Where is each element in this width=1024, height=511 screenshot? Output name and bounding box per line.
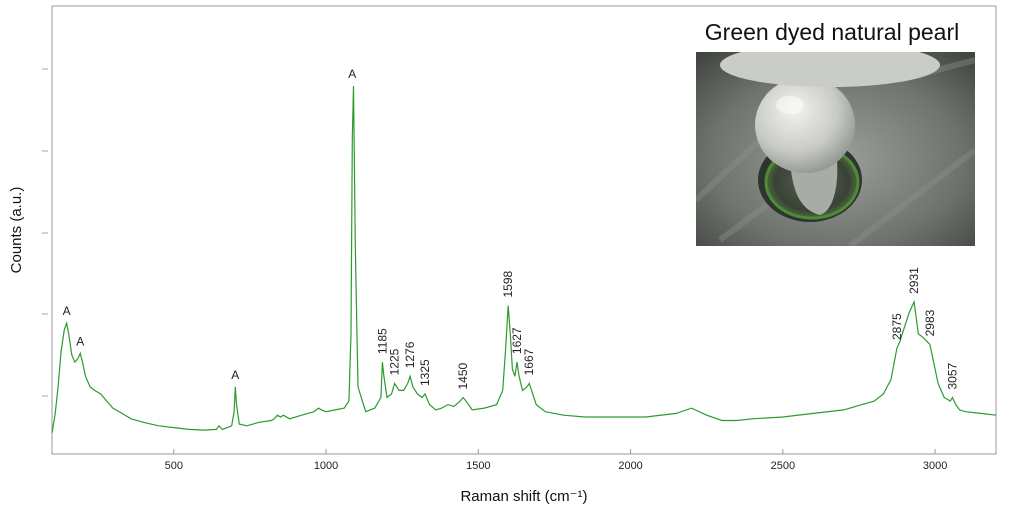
x-tick-label: 1500: [466, 460, 490, 472]
x-axis-label: Raman shift (cm⁻¹): [460, 488, 587, 505]
plot-frame: [51, 5, 997, 455]
peak-label: 3057: [946, 362, 960, 389]
peak-label: 2931: [907, 267, 921, 294]
x-tick-label: 3000: [923, 460, 947, 472]
x-axis-ticks: 500 1000 1500 2000 2500 3000: [165, 449, 947, 472]
peak-label: 1185: [375, 328, 389, 354]
x-tick-label: 1000: [314, 460, 338, 472]
peak-label: A: [63, 304, 71, 318]
y-axis-label: Counts (a.u.): [8, 187, 25, 274]
peak-label: 1667: [522, 348, 536, 375]
x-tick-label: 500: [165, 460, 183, 472]
peak-label: 1276: [403, 341, 417, 368]
inset-title: Green dyed natural pearl: [705, 19, 959, 45]
x-tick-label: 2500: [771, 460, 795, 472]
peak-label: 1627: [510, 327, 524, 354]
pearl-photo: [696, 52, 975, 246]
peak-label: 1325: [418, 359, 432, 386]
peak-label: 2983: [923, 309, 937, 336]
peak-label: 1598: [501, 270, 515, 297]
y-axis-ticks: [42, 68, 48, 397]
peak-label: 2875: [890, 313, 904, 340]
peak-label: 1450: [456, 362, 470, 389]
peak-label: A: [231, 368, 239, 382]
spectrum-line: [51, 85, 997, 434]
x-tick-label: 2000: [618, 460, 642, 472]
peak-label: 1225: [388, 348, 402, 375]
peak-label: A: [348, 67, 356, 81]
peak-label: A: [76, 334, 84, 348]
